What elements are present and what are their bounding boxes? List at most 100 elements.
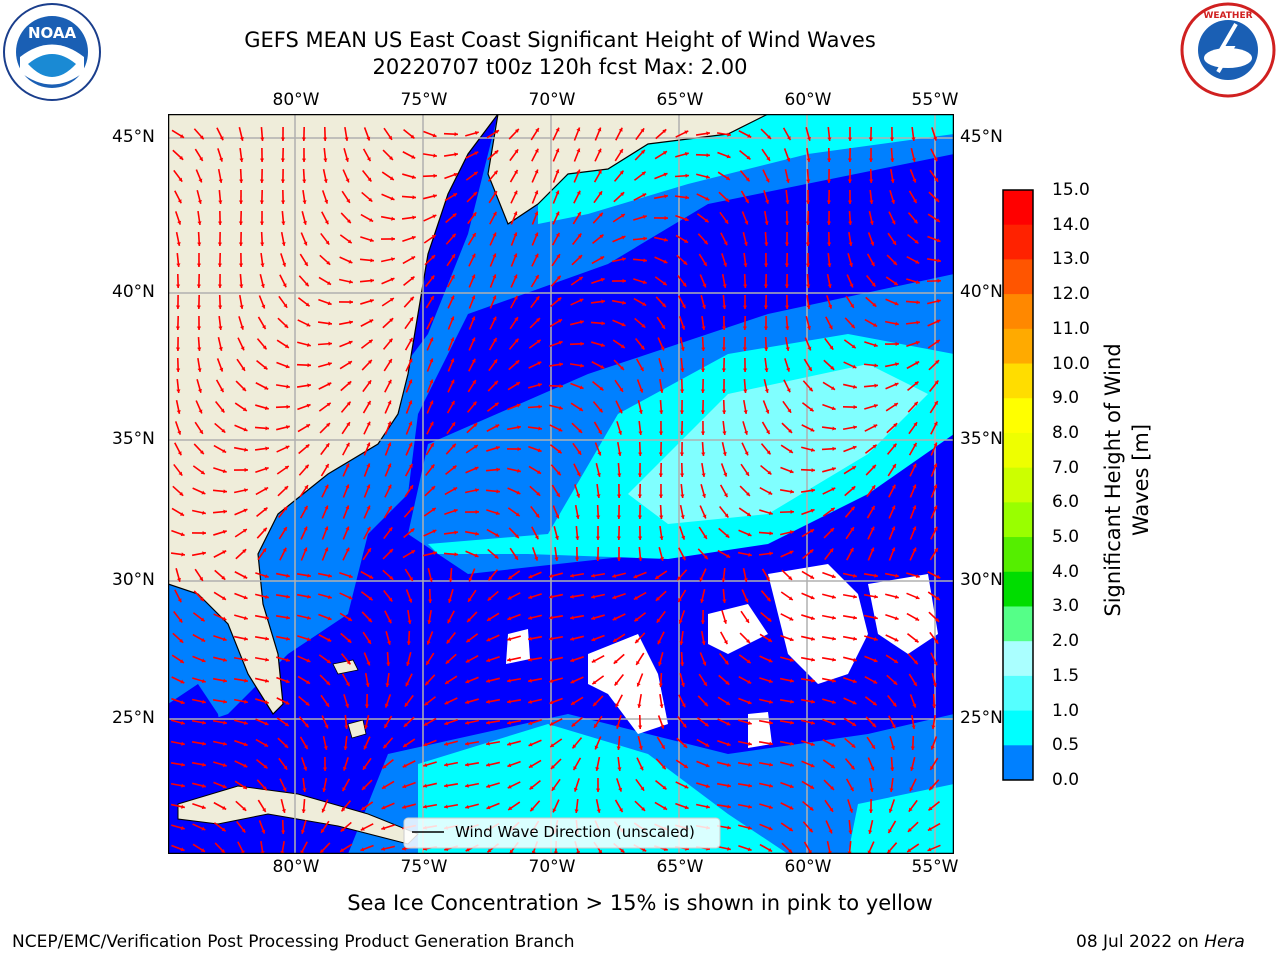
wave-arrowhead xyxy=(811,657,815,662)
wave-arrowhead xyxy=(364,704,369,708)
wave-arrowhead xyxy=(327,594,332,599)
wave-arrowhead xyxy=(486,741,490,746)
colorbar-band xyxy=(1003,710,1033,746)
wave-arrowhead xyxy=(786,388,791,393)
wave-arrowhead xyxy=(579,320,584,325)
wave-arrowhead xyxy=(705,763,710,768)
wave-arrowhead xyxy=(305,444,310,449)
wave-arrowhead xyxy=(243,508,248,513)
wave-arrowhead xyxy=(243,742,248,747)
wave-arrowhead xyxy=(285,679,290,684)
wave-arrowhead xyxy=(727,783,731,788)
wave-arrowhead xyxy=(678,598,682,603)
wave-arrowhead xyxy=(450,295,455,300)
wave-arrowhead xyxy=(910,746,915,750)
wave-arrowhead xyxy=(345,547,350,552)
wave-arrowhead xyxy=(325,702,329,707)
wave-arrowhead xyxy=(348,574,353,579)
wave-arrowhead xyxy=(658,661,663,666)
wave-arrowhead xyxy=(748,762,752,767)
wave-arrowhead xyxy=(368,197,373,202)
colorbar-tick-label: 3.0 xyxy=(1052,596,1080,617)
wave-arrowhead xyxy=(832,615,836,620)
wave-arrowhead xyxy=(197,347,202,351)
wave-arrowhead xyxy=(369,319,374,324)
wave-arrowhead xyxy=(765,409,770,414)
wave-arrowhead xyxy=(853,384,857,389)
wave-arrowhead xyxy=(868,137,873,141)
wave-arrowhead xyxy=(888,829,892,834)
wave-arrowhead xyxy=(345,682,350,687)
wave-arrowhead xyxy=(517,468,521,473)
wave-arrowhead xyxy=(344,157,349,162)
colorbar-label: Significant Height of Wind Waves [m] xyxy=(1101,343,1153,616)
wave-arrowhead xyxy=(429,379,434,384)
wave-arrowhead xyxy=(617,452,622,456)
wave-arrowhead xyxy=(496,467,500,472)
wave-arrowhead xyxy=(853,594,857,599)
wave-arrowhead xyxy=(766,597,771,602)
wave-arrowhead xyxy=(745,199,749,204)
wave-arrowhead xyxy=(890,745,895,750)
wave-arrowhead xyxy=(242,785,247,789)
grid-lines xyxy=(168,114,954,854)
wave-arrowhead xyxy=(473,171,478,176)
wave-arrowhead xyxy=(913,199,917,204)
wave-arrowhead xyxy=(244,699,248,704)
wave-arrowhead xyxy=(223,699,227,704)
wave-arrowhead xyxy=(661,324,665,329)
wave-arrowhead xyxy=(826,200,831,204)
wave-arrowhead xyxy=(514,149,519,154)
wave-arrowhead xyxy=(528,574,533,579)
wave-arrowhead xyxy=(848,262,853,267)
wave-arrowhead xyxy=(465,762,469,767)
wave-arrowhead xyxy=(789,784,794,789)
wave-arrowhead xyxy=(767,617,772,622)
wave-arrowhead xyxy=(487,617,492,621)
wave-arrowhead xyxy=(829,548,834,553)
wave-arrowhead xyxy=(660,346,665,351)
wave-arrowhead xyxy=(507,699,511,704)
wave-arrowhead xyxy=(700,431,706,435)
wave-arrowhead xyxy=(549,636,553,641)
colorbar-band xyxy=(1003,259,1033,295)
wave-arrowhead xyxy=(785,179,790,183)
wave-arrowhead xyxy=(633,574,638,579)
wave-arrowhead xyxy=(176,389,181,393)
wave-arrowhead xyxy=(364,725,369,729)
wave-arrowhead xyxy=(283,506,288,511)
wave-arrowhead xyxy=(616,536,621,540)
wave-arrowhead xyxy=(467,618,471,623)
wave-arrowhead xyxy=(513,295,518,300)
wave-arrowhead xyxy=(181,741,185,746)
wave-arrowhead xyxy=(492,211,497,216)
wave-arrowhead xyxy=(199,135,204,140)
wave-arrowhead xyxy=(810,616,815,621)
wave-arrowhead xyxy=(873,679,878,684)
wave-direction-arrows xyxy=(170,126,942,854)
colorbar-tick-label: 2.0 xyxy=(1052,631,1080,652)
wave-arrowhead xyxy=(830,528,834,532)
wave-arrowhead xyxy=(930,745,935,750)
wave-arrowhead xyxy=(471,316,476,321)
wave-arrowhead xyxy=(871,282,876,287)
wave-arrowhead xyxy=(595,536,601,540)
wave-arrowhead xyxy=(238,242,243,246)
wave-arrowhead xyxy=(685,173,689,178)
wave-arrowhead xyxy=(892,443,897,448)
wave-arrowhead xyxy=(892,240,896,245)
wave-arrowhead xyxy=(535,128,539,133)
wave-arrowhead xyxy=(219,367,224,372)
wave-arrowhead xyxy=(554,557,559,561)
wave-arrowhead xyxy=(786,136,791,141)
wave-arrowhead xyxy=(659,410,664,414)
wave-arrowhead xyxy=(619,149,623,154)
wave-arrowhead xyxy=(641,323,646,328)
wave-arrowhead xyxy=(851,344,856,349)
wave-arrowhead xyxy=(661,765,666,770)
wave-arrowhead xyxy=(784,284,789,288)
wave-arrowhead xyxy=(262,527,267,532)
wave-arrowhead xyxy=(601,299,605,304)
wave-arrowhead xyxy=(513,190,518,195)
wave-arrowhead xyxy=(305,302,310,307)
